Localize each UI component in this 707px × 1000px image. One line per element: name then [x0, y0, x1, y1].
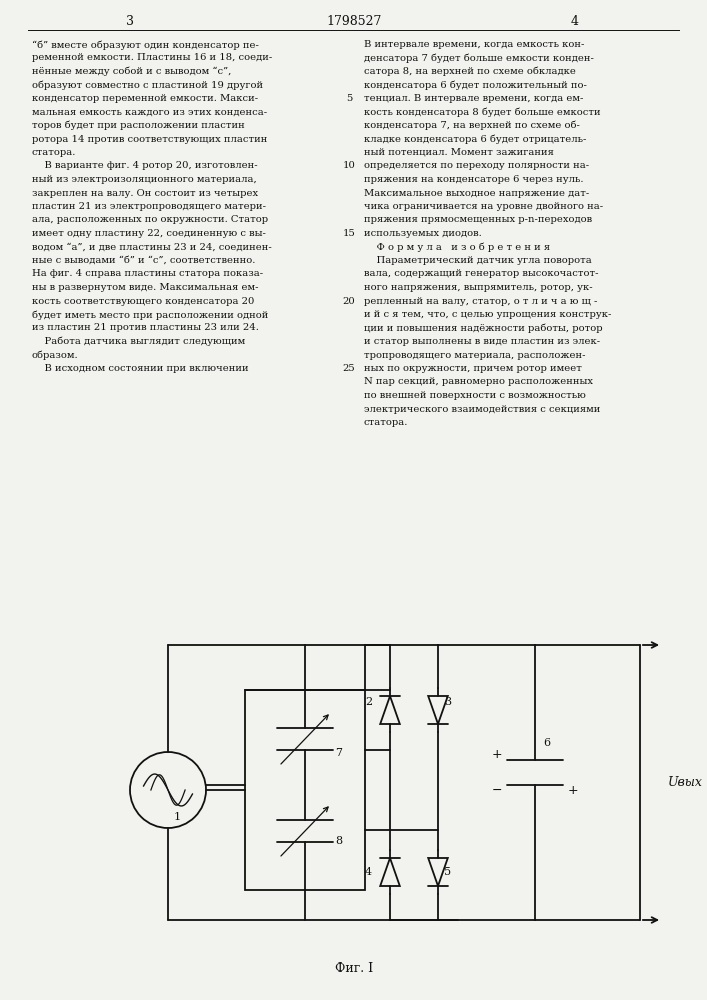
Text: ременной емкости. Пластины 16 и 18, соеди-: ременной емкости. Пластины 16 и 18, соед…	[32, 53, 272, 62]
Text: ных по окружности, причем ротор имеет: ных по окружности, причем ротор имеет	[364, 364, 582, 373]
Text: статора.: статора.	[364, 418, 409, 427]
Text: 8: 8	[335, 836, 342, 846]
Text: тропроводящего материала, расположен-: тропроводящего материала, расположен-	[364, 351, 585, 360]
Text: используемых диодов.: используемых диодов.	[364, 229, 481, 238]
Text: На фиг. 4 справа пластины статора показа-: На фиг. 4 справа пластины статора показа…	[32, 269, 263, 278]
Text: ала, расположенных по окружности. Статор: ала, расположенных по окружности. Статор	[32, 216, 268, 225]
Text: нённые между собой и с выводом “с”,: нённые между собой и с выводом “с”,	[32, 67, 231, 77]
Text: водом “а”, и две пластины 23 и 24, соединен-: водом “а”, и две пластины 23 и 24, соеди…	[32, 242, 271, 251]
Text: и й с я тем, что, с целью упрощения конструк-: и й с я тем, что, с целью упрощения конс…	[364, 310, 612, 319]
Text: кость соответствующего конденсатора 20: кость соответствующего конденсатора 20	[32, 296, 255, 306]
Text: определяется по переходу полярности на-: определяется по переходу полярности на-	[364, 161, 589, 170]
Text: ные с выводами “б” и “с”, соответственно.: ные с выводами “б” и “с”, соответственно…	[32, 256, 255, 265]
Text: 10: 10	[343, 161, 356, 170]
Text: 15: 15	[343, 229, 356, 238]
Text: кладке конденсатора 6 будет отрицатель-: кладке конденсатора 6 будет отрицатель-	[364, 134, 586, 144]
Text: В варианте фиг. 4 ротор 20, изготовлен-: В варианте фиг. 4 ротор 20, изготовлен-	[32, 161, 257, 170]
Text: 3: 3	[444, 697, 451, 707]
Text: ный потенциал. Момент зажигания: ный потенциал. Момент зажигания	[364, 148, 554, 157]
Text: 7: 7	[335, 748, 342, 758]
Text: 25: 25	[343, 364, 356, 373]
Text: торов будет при расположении пластин: торов будет при расположении пластин	[32, 121, 245, 130]
Text: ны в развернутом виде. Максимальная ем-: ны в развернутом виде. Максимальная ем-	[32, 283, 259, 292]
Text: Работа датчика выглядит следующим: Работа датчика выглядит следующим	[32, 337, 245, 347]
Text: 2: 2	[365, 697, 372, 707]
Text: −: −	[491, 784, 502, 796]
Text: 6: 6	[543, 738, 550, 748]
Text: 3: 3	[126, 15, 134, 28]
Text: 5: 5	[346, 94, 352, 103]
Text: 20: 20	[343, 296, 356, 306]
Text: 4: 4	[571, 15, 579, 28]
Text: электрического взаимодействия с секциями: электрического взаимодействия с секциями	[364, 404, 600, 414]
Text: образом.: образом.	[32, 351, 78, 360]
Text: ротора 14 против соответствующих пластин: ротора 14 против соответствующих пластин	[32, 134, 267, 143]
Bar	[245, 690, 365, 890]
Text: “б” вместе образуют один конденсатор пе-: “б” вместе образуют один конденсатор пе-	[32, 40, 259, 49]
Text: и статор выполнены в виде пластин из элек-: и статор выполнены в виде пластин из эле…	[364, 337, 600, 346]
Text: тенциал. В интервале времени, когда ем-: тенциал. В интервале времени, когда ем-	[364, 94, 583, 103]
Text: ного напряжения, выпрямитель, ротор, ук-: ного напряжения, выпрямитель, ротор, ук-	[364, 283, 592, 292]
Text: кость конденсатора 8 будет больше емкости: кость конденсатора 8 будет больше емкост…	[364, 107, 601, 117]
Text: пряжения прямосмещенных p-n-переходов: пряжения прямосмещенных p-n-переходов	[364, 216, 592, 225]
Text: ции и повышения надёжности работы, ротор: ции и повышения надёжности работы, ротор	[364, 324, 602, 333]
Text: из пластин 21 против пластины 23 или 24.: из пластин 21 против пластины 23 или 24.	[32, 324, 259, 332]
Text: Ф о р м у л а   и з о б р е т е н и я: Ф о р м у л а и з о б р е т е н и я	[364, 242, 550, 252]
Text: закреплен на валу. Он состоит из четырех: закреплен на валу. Он состоит из четырех	[32, 188, 258, 198]
Text: вала, содержащий генератор высокочастот-: вала, содержащий генератор высокочастот-	[364, 269, 599, 278]
Text: репленный на валу, статор, о т л и ч а ю щ -: репленный на валу, статор, о т л и ч а ю…	[364, 296, 597, 306]
Text: чика ограничивается на уровне двойного на-: чика ограничивается на уровне двойного н…	[364, 202, 603, 211]
Text: ный из электроизоляционного материала,: ный из электроизоляционного материала,	[32, 175, 257, 184]
Text: Uвых: Uвых	[668, 776, 703, 789]
Text: Фиг. I: Фиг. I	[335, 962, 373, 974]
Text: 5: 5	[444, 867, 451, 877]
Text: 1: 1	[174, 812, 181, 822]
Text: статора.: статора.	[32, 148, 76, 157]
Text: Максимальное выходное напряжение дат-: Максимальное выходное напряжение дат-	[364, 188, 589, 198]
Text: +: +	[568, 784, 578, 796]
Text: Параметрический датчик угла поворота: Параметрический датчик угла поворота	[364, 256, 592, 265]
Text: конденсатора 7, на верхней по схеме об-: конденсатора 7, на верхней по схеме об-	[364, 121, 580, 130]
Text: денсатора 7 будет больше емкости конден-: денсатора 7 будет больше емкости конден-	[364, 53, 594, 63]
Text: конденсатор переменной емкости. Макси-: конденсатор переменной емкости. Макси-	[32, 94, 258, 103]
Text: N пар секций, равномерно расположенных: N пар секций, равномерно расположенных	[364, 377, 593, 386]
Text: В исходном состоянии при включении: В исходном состоянии при включении	[32, 364, 249, 373]
Text: В интервале времени, когда емкость кон-: В интервале времени, когда емкость кон-	[364, 40, 585, 49]
Text: образуют совместно с пластиной 19 другой: образуют совместно с пластиной 19 другой	[32, 81, 263, 90]
Text: +: +	[491, 748, 502, 762]
Text: 4: 4	[365, 867, 372, 877]
Text: пластин 21 из электропроводящего матери-: пластин 21 из электропроводящего матери-	[32, 202, 266, 211]
Text: пряжения на конденсаторе 6 через нуль.: пряжения на конденсаторе 6 через нуль.	[364, 175, 583, 184]
Text: конденсатора 6 будет положительный по-: конденсатора 6 будет положительный по-	[364, 81, 587, 90]
Text: сатора 8, на верхней по схеме обкладке: сатора 8, на верхней по схеме обкладке	[364, 67, 576, 77]
Text: имеет одну пластину 22, соединенную с вы-: имеет одну пластину 22, соединенную с вы…	[32, 229, 266, 238]
Text: 1798527: 1798527	[327, 15, 382, 28]
Text: будет иметь место при расположении одной: будет иметь место при расположении одной	[32, 310, 269, 320]
Text: мальная емкость каждого из этих конденса-: мальная емкость каждого из этих конденса…	[32, 107, 267, 116]
Text: по внешней поверхности с возможностью: по внешней поверхности с возможностью	[364, 391, 586, 400]
